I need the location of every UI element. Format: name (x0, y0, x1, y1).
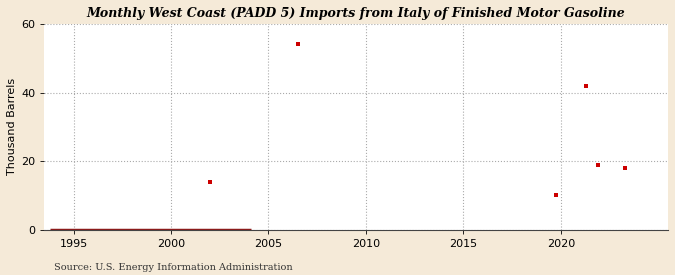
Point (205, 180, 215, 184)
Text: Source: U.S. Energy Information Administration: Source: U.S. Energy Information Administ… (54, 263, 293, 272)
Point (593, 162, 603, 167)
Point (551, 193, 562, 198)
Point (620, 166, 630, 170)
Y-axis label: Thousand Barrels: Thousand Barrels (7, 78, 17, 175)
Title: Monthly West Coast (PADD 5) Imports from Italy of Finished Motor Gasoline: Monthly West Coast (PADD 5) Imports from… (87, 7, 626, 20)
Point (292, 42, 303, 47)
Point (580, 83, 591, 88)
